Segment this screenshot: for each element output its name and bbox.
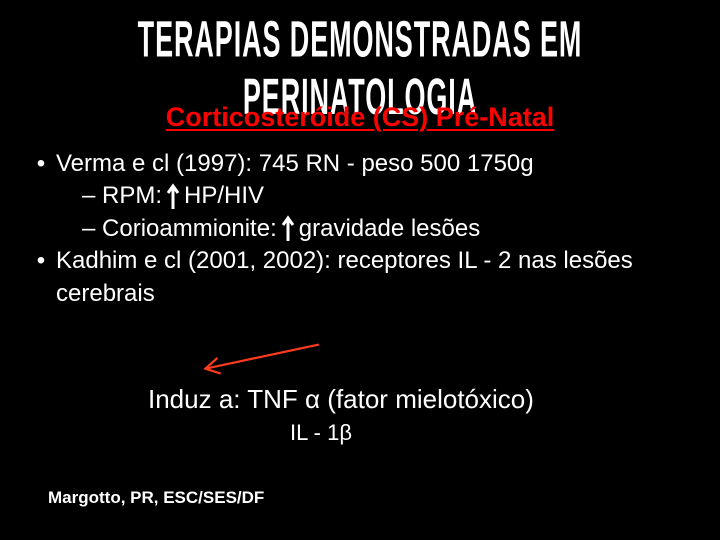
bullet-item: • Verma e cl (1997): 745 RN - peso 500 1… xyxy=(26,148,694,180)
bullet-marker: • xyxy=(26,245,56,310)
bullet-item: • Kadhim e cl (2001, 2002): receptores I… xyxy=(26,245,694,310)
sub-bullet: – Corioammionite: gravidade lesões xyxy=(26,213,694,245)
bullet-marker: • xyxy=(26,148,56,180)
sub-bullet: – RPM: HP/HIV xyxy=(26,180,694,212)
footer-credit: Margotto, PR, ESC/SES/DF xyxy=(48,488,264,508)
subtitle: Corticosteróide (CS) Pré-Natal xyxy=(0,102,720,133)
arrow-up-icon xyxy=(281,215,295,243)
sub-prefix: – RPM: xyxy=(82,180,162,212)
bullet-block: • Verma e cl (1997): 745 RN - peso 500 1… xyxy=(26,148,694,310)
bullet-text: Kadhim e cl (2001, 2002): receptores IL … xyxy=(56,245,694,310)
sub-suffix: gravidade lesões xyxy=(299,213,480,245)
il1b-line: IL - 1β xyxy=(290,420,352,446)
red-arrow-icon xyxy=(200,336,330,381)
induz-line: Induz a: TNF α (fator mielotóxico) xyxy=(148,384,534,415)
slide: TERAPIAS DEMONSTRADAS EM PERINATOLOGIA C… xyxy=(0,0,720,540)
sub-suffix: HP/HIV xyxy=(184,180,264,212)
arrow-up-icon xyxy=(166,183,180,211)
bullet-text: Verma e cl (1997): 745 RN - peso 500 175… xyxy=(56,148,694,180)
sub-prefix: – Corioammionite: xyxy=(82,213,277,245)
